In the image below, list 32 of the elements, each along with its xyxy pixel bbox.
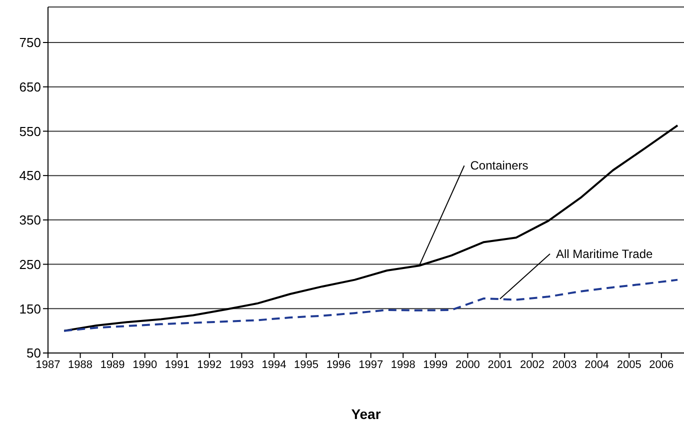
x-tick-label: 2001 bbox=[488, 358, 512, 371]
y-tick-label: 650 bbox=[19, 79, 41, 94]
y-tick-label: 450 bbox=[19, 168, 41, 184]
annotation: All Maritime Trade bbox=[556, 246, 653, 261]
x-tick-label: 2002 bbox=[520, 358, 545, 371]
x-tick-label: 1993 bbox=[229, 358, 254, 371]
x-tick-label: 2004 bbox=[584, 358, 610, 371]
y-tick-label: 350 bbox=[19, 212, 41, 228]
x-tick-label: 2006 bbox=[649, 358, 674, 371]
x-tick-label: 1988 bbox=[68, 358, 93, 371]
y-tick-label: 250 bbox=[19, 256, 41, 272]
x-axis-title: Year bbox=[351, 406, 382, 422]
x-tick-label: 1989 bbox=[100, 358, 125, 371]
x-tick-label: 1999 bbox=[423, 358, 448, 371]
x-tick-label: 1987 bbox=[36, 358, 60, 371]
x-tick-label: 1994 bbox=[262, 358, 286, 371]
x-tick-label: 1990 bbox=[132, 358, 158, 371]
x-tick-label: 2003 bbox=[552, 358, 577, 371]
y-tick-label: 150 bbox=[19, 301, 41, 316]
x-tick-label: 1998 bbox=[390, 358, 416, 371]
annotation: Containers bbox=[470, 158, 528, 173]
y-tick-label: 750 bbox=[19, 35, 41, 50]
x-tick-label: 2005 bbox=[616, 358, 642, 371]
x-tick-label: 1991 bbox=[164, 358, 190, 371]
line-series bbox=[63, 278, 679, 332]
x-tick-label: 1992 bbox=[197, 358, 222, 371]
y-tick-label: 50 bbox=[26, 346, 41, 361]
x-tick-label: 2000 bbox=[455, 358, 480, 371]
x-tick-label: 1997 bbox=[358, 358, 384, 371]
y-tick-label: 550 bbox=[19, 124, 41, 139]
x-tick-label: 1996 bbox=[326, 358, 351, 371]
x-tick-label: 1995 bbox=[294, 358, 319, 371]
